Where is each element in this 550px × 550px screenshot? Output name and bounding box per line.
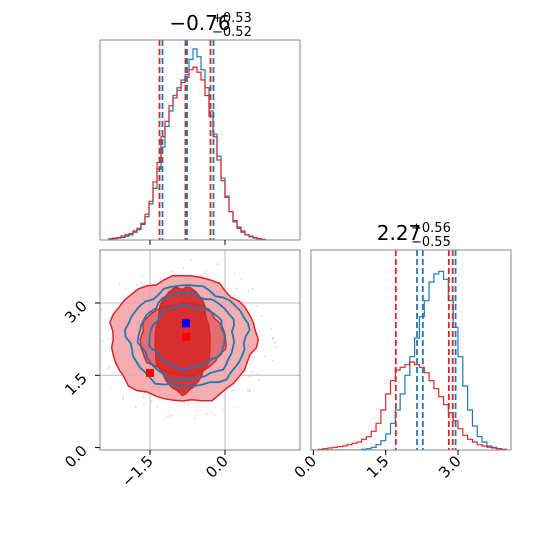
panel-histogram-param-2: 2.27 +0.56 −0.55 bbox=[310, 221, 512, 451]
scatter-point bbox=[107, 367, 110, 370]
scatter-point bbox=[150, 400, 153, 402]
scatter-point bbox=[248, 375, 251, 378]
scatter-point bbox=[271, 359, 274, 362]
scatter-point bbox=[258, 379, 261, 382]
marker bbox=[182, 332, 190, 341]
scatter-point bbox=[246, 389, 249, 392]
scatter-point bbox=[200, 274, 203, 277]
title-param-1-plus: +0.53 bbox=[212, 11, 252, 26]
scatter-point bbox=[256, 304, 258, 307]
scatter-point bbox=[252, 370, 255, 373]
title-param-2-median: 2.27 bbox=[377, 221, 422, 245]
contour-blue-level bbox=[148, 304, 226, 371]
scatter-point bbox=[170, 271, 173, 273]
scatter-point bbox=[110, 337, 113, 339]
contour-blue-level bbox=[136, 291, 236, 382]
scatter-point bbox=[273, 341, 276, 344]
scatter-point bbox=[247, 290, 250, 292]
scatter-point bbox=[234, 405, 237, 408]
scatter-point bbox=[183, 401, 186, 404]
marker bbox=[146, 368, 154, 377]
scatter-point bbox=[232, 294, 235, 297]
scatter-point bbox=[136, 284, 138, 287]
scatter-point bbox=[275, 345, 278, 348]
scatter-point bbox=[249, 390, 252, 392]
title-param-1: −0.76 bbox=[169, 11, 230, 35]
scatter-point bbox=[237, 380, 240, 382]
scatter-point bbox=[156, 405, 159, 408]
scatter-point bbox=[118, 282, 121, 285]
scatter-point bbox=[135, 406, 137, 409]
scatter-point bbox=[214, 414, 217, 417]
tick-label-contour-y: 1.5 bbox=[61, 369, 91, 399]
scatter-point bbox=[172, 400, 175, 403]
scatter-point bbox=[249, 362, 252, 365]
param-1-hist-blue bbox=[108, 48, 266, 240]
scatter-point bbox=[182, 267, 185, 269]
scatter-point bbox=[142, 396, 145, 398]
tick-label-param-2-x: 1.5 bbox=[363, 452, 393, 482]
scatter-point bbox=[233, 273, 236, 276]
scatter-point bbox=[108, 365, 111, 368]
panel-contour-2d bbox=[99, 249, 301, 451]
scatter-point bbox=[142, 393, 145, 396]
frame-contour bbox=[99, 249, 301, 451]
scatter-point bbox=[193, 417, 196, 420]
scatter-point bbox=[216, 263, 219, 265]
marker bbox=[182, 319, 190, 328]
scatter-point bbox=[145, 283, 148, 286]
scatter-point bbox=[187, 404, 190, 406]
scatter-point bbox=[124, 288, 127, 291]
title-param-2-plus: +0.56 bbox=[411, 221, 451, 236]
scatter-point bbox=[240, 277, 243, 280]
scatter-point bbox=[101, 340, 104, 343]
title-param-2-minus: −0.55 bbox=[411, 235, 451, 250]
tick-label-param-2-x: 0.0 bbox=[291, 452, 321, 482]
scatter-point bbox=[271, 336, 274, 339]
scatter-point bbox=[122, 398, 125, 401]
scatter-point bbox=[260, 314, 263, 317]
param-2-hist-blue bbox=[318, 270, 507, 450]
scatter-point bbox=[100, 308, 103, 311]
scatter-point bbox=[251, 287, 254, 290]
scatter-point bbox=[257, 373, 259, 375]
scatter-point bbox=[205, 270, 208, 273]
scatter-point bbox=[205, 272, 207, 275]
scatter-point bbox=[190, 259, 193, 262]
scatter-point bbox=[122, 395, 124, 398]
scatter-point bbox=[272, 338, 275, 341]
scatter-point bbox=[142, 274, 144, 277]
contour-red-level bbox=[154, 286, 211, 397]
scatter-point bbox=[221, 409, 224, 411]
scatter-point bbox=[108, 387, 111, 390]
scatter-point bbox=[169, 415, 172, 418]
title-param-1-median: −0.76 bbox=[169, 11, 230, 35]
scatter-point bbox=[159, 277, 162, 280]
scatter-point bbox=[206, 412, 209, 415]
scatter-point bbox=[195, 409, 198, 412]
title-param-2: 2.27 bbox=[377, 221, 422, 245]
scatter-point bbox=[231, 389, 234, 392]
tick-label-contour-y: 3.0 bbox=[61, 297, 91, 327]
frame-param-1 bbox=[99, 39, 301, 241]
scatter-point bbox=[235, 287, 238, 290]
scatter-point bbox=[270, 327, 273, 330]
param-2-hist-red bbox=[317, 361, 507, 450]
scatter-point bbox=[142, 403, 145, 405]
title-param-1-minus: −0.52 bbox=[212, 25, 252, 40]
scatter-point bbox=[108, 337, 110, 340]
tick-label-contour-y: 0.0 bbox=[61, 442, 91, 472]
frame-param-2 bbox=[310, 249, 512, 451]
tick-label-contour-x: −1.5 bbox=[118, 452, 156, 490]
contour-blue-level bbox=[124, 284, 251, 388]
scatter-point bbox=[167, 415, 169, 418]
panel-histogram-param-1: −0.76 +0.53 −0.52 bbox=[99, 11, 301, 241]
scatter-point bbox=[264, 355, 267, 358]
tick-label-contour-x: 0.0 bbox=[202, 452, 232, 482]
tick-label-param-2-x: 3.0 bbox=[435, 452, 465, 482]
